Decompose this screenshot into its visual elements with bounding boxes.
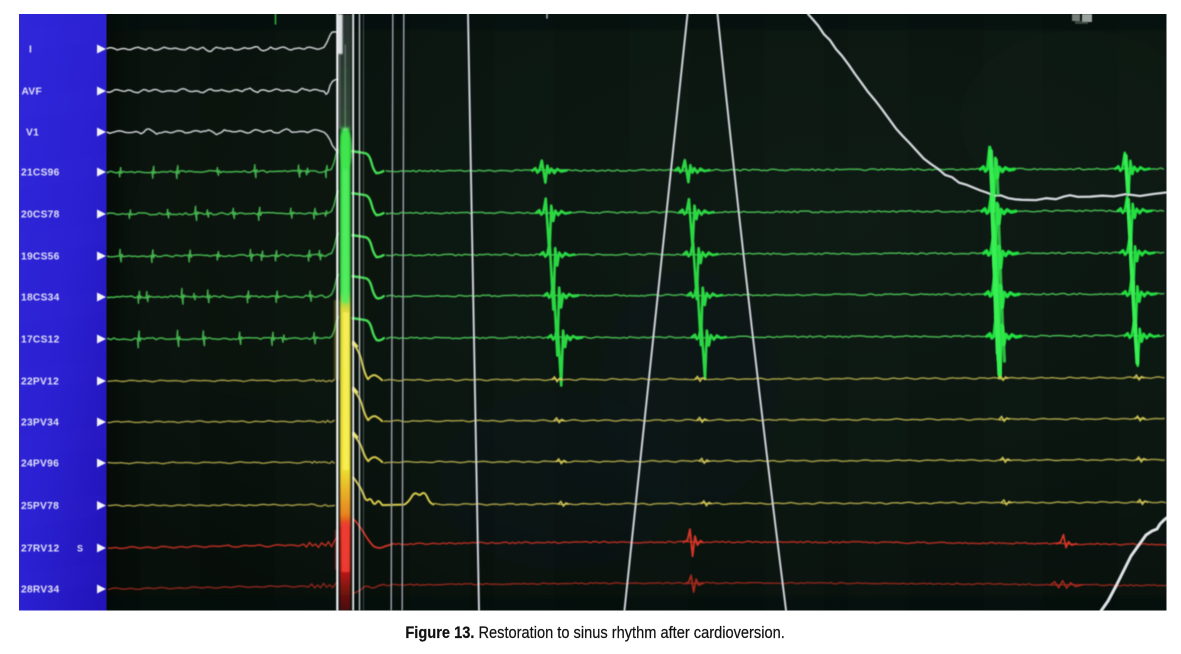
svg-text:27RV12: 27RV12: [21, 544, 59, 555]
svg-text:I: I: [29, 45, 32, 56]
svg-text:25PV78: 25PV78: [21, 501, 59, 512]
svg-text:24PV96: 24PV96: [21, 459, 59, 470]
svg-text:23PV34: 23PV34: [21, 418, 59, 429]
svg-text:28RV34: 28RV34: [21, 585, 59, 596]
svg-text:V1: V1: [26, 128, 39, 139]
svg-text:20CS78: 20CS78: [21, 210, 60, 221]
svg-text:AVF: AVF: [22, 87, 43, 98]
svg-text:21CS96: 21CS96: [21, 168, 60, 179]
svg-text:17CS12: 17CS12: [21, 335, 60, 346]
svg-text:22PV12: 22PV12: [21, 377, 59, 388]
svg-text:19CS56: 19CS56: [21, 252, 60, 263]
svg-text:18CS34: 18CS34: [21, 293, 60, 304]
svg-text:S: S: [77, 544, 83, 554]
